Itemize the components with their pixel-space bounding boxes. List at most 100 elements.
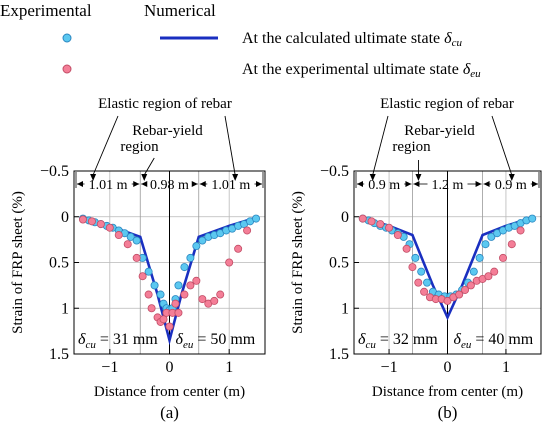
eu-data-point	[105, 223, 114, 232]
eu-deflection-label: δeu = 40 mm	[454, 331, 534, 351]
eu-data-point	[466, 281, 475, 290]
dimension-arrow	[191, 181, 198, 187]
eu-data-point	[455, 290, 464, 299]
panel-label: (a)	[160, 403, 179, 422]
elastic-region-label: Elastic region of rebar	[98, 96, 232, 112]
annotation-arrow-head	[90, 174, 97, 181]
eu-data-point	[461, 285, 470, 294]
cu-deflection-label: δcu = 31 mm	[78, 331, 158, 351]
eu-data-point	[393, 231, 402, 240]
eu-data-point	[132, 253, 141, 262]
numerical-line	[359, 215, 536, 321]
legend-experimental-label: Experimental	[0, 1, 92, 20]
dimension-arrow	[77, 181, 83, 187]
cu-data-point	[174, 281, 183, 290]
eu-data-point	[192, 276, 201, 285]
eu-data-point	[174, 308, 183, 317]
dimension-arrow	[483, 181, 490, 187]
eu-data-point	[490, 267, 499, 276]
dimension-label: 0.9 m	[495, 178, 527, 193]
eu-data-point	[171, 299, 180, 308]
dimension-arrow	[475, 181, 482, 187]
eu-data-point	[234, 244, 243, 253]
annotation-arrow-head	[415, 174, 422, 181]
annotation-arrow-line	[143, 157, 155, 176]
y-tick-label: 0.5	[329, 255, 349, 272]
eu-data-point	[138, 272, 147, 281]
x-tick-label: 0	[166, 359, 174, 376]
eu-data-point	[507, 240, 516, 249]
y-tick-label: −0.5	[40, 163, 69, 180]
chart-panel-b: −1 0 1 −0.5 0 0.5 1 1.5 Distance from center (m)…	[290, 96, 542, 422]
x-tick-label: 1	[502, 359, 510, 376]
dimension-arrow	[256, 181, 262, 187]
dimension-arrow	[199, 181, 206, 187]
eu-data-point	[216, 290, 225, 299]
cu-data-point	[198, 236, 207, 245]
eu-data-point	[516, 226, 525, 235]
eu-data-point	[499, 253, 508, 262]
eu-deflection-label: δeu = 50 mm	[176, 331, 256, 351]
cu-data-point	[126, 232, 135, 241]
y-tick-label: 1.5	[329, 346, 349, 363]
eu-data-point	[402, 244, 411, 253]
cu-data-point	[156, 290, 165, 299]
legend-numerical-label: Numerical	[144, 1, 216, 20]
cu-data-point	[423, 278, 432, 287]
dimension-arrow	[357, 181, 363, 187]
x-axis-label: Distance from center (m)	[372, 384, 523, 400]
x-tick-label: 1	[225, 359, 233, 376]
y-tick-label: 0	[341, 209, 349, 226]
annotation-arrow-line	[491, 115, 513, 176]
chart-panel-a: −1 0 1 −0.5 0 0.5 1 1.5 Distance from center (m)…	[10, 96, 266, 422]
eu-data-point	[420, 287, 429, 296]
eu-data-point	[408, 263, 417, 272]
yield-region-label: Rebar-yield region	[392, 123, 475, 155]
eu-data-point	[484, 272, 493, 281]
eu-data-point	[225, 258, 234, 267]
x-tick-label: 0	[444, 359, 452, 376]
x-tick-label: −1	[101, 359, 118, 376]
dimension-arrow	[532, 181, 538, 187]
eu-data-point	[376, 220, 385, 229]
dimension-arrow	[405, 181, 412, 187]
cu-deflection-label: δcu = 32 mm	[358, 331, 438, 351]
dimension-label: 1.2 m	[432, 178, 464, 193]
annotation-arrow-line	[372, 115, 389, 176]
dimension-arrow	[141, 181, 148, 187]
dimension-label: 1.01 m	[211, 178, 250, 193]
eu-data-point	[443, 296, 452, 305]
eu-data-point	[243, 226, 252, 235]
cu-data-point	[132, 236, 141, 245]
panel-label: (b)	[438, 403, 458, 422]
annotation-arrow-head	[508, 174, 515, 181]
cu-data-point	[252, 214, 261, 223]
legend: Experimental Numerical At the calculated…	[0, 1, 481, 80]
dimension-label: 0.98 m	[150, 178, 189, 193]
eu-data-point	[165, 322, 174, 331]
annotation-arrow-line	[224, 115, 236, 176]
y-axis-label: Strain of FRP sheet (%)	[290, 191, 306, 334]
dimension-label: 1.01 m	[89, 178, 128, 193]
cu-data-point	[417, 267, 426, 276]
legend-cu-text: At the calculated ultimate state δcu	[242, 30, 462, 49]
eu-data-point	[78, 215, 87, 224]
eu-data-point	[114, 231, 123, 240]
cu-data-point	[475, 253, 484, 262]
cu-data-point	[411, 253, 420, 262]
cu-data-point	[192, 242, 201, 251]
elastic-region-label: Elastic region of rebar	[380, 96, 514, 112]
y-tick-label: 1	[341, 300, 349, 317]
y-tick-label: 1.5	[49, 346, 69, 363]
y-axis-label: Strain of FRP sheet (%)	[10, 191, 26, 334]
eu-data-point	[414, 278, 423, 287]
yield-region-label: Rebar-yield region	[120, 123, 203, 155]
eu-data-point	[144, 290, 153, 299]
legend-eu-marker	[62, 64, 72, 74]
eu-data-point	[385, 223, 394, 232]
eu-data-point	[123, 240, 132, 249]
annotation-arrow-head	[141, 174, 148, 181]
cu-data-point	[144, 267, 153, 276]
eu-data-point	[210, 296, 219, 305]
